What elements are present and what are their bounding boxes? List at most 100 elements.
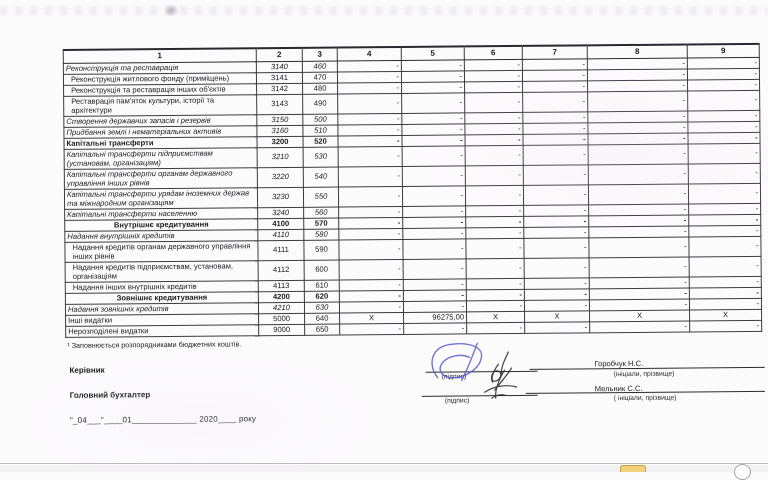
row-value-col7: - bbox=[523, 204, 589, 217]
row-value-col7: - bbox=[522, 91, 588, 113]
row-code: 3220 bbox=[257, 167, 304, 188]
row-value-col6: - bbox=[465, 216, 524, 228]
row-value-col5: - bbox=[401, 81, 465, 94]
row-kekv: 510 bbox=[302, 125, 338, 137]
row-value-col4: - bbox=[337, 124, 402, 137]
row-value-col7: - bbox=[522, 69, 588, 82]
row-value-col9: X bbox=[689, 309, 762, 321]
taskbar-window-button-icon[interactable] bbox=[620, 465, 646, 472]
row-code: 4200 bbox=[258, 291, 305, 303]
row-kekv: 630 bbox=[304, 302, 340, 314]
row-value-col6: - bbox=[464, 81, 523, 93]
row-value-col6: - bbox=[465, 165, 524, 186]
name-buhgalter: Мельник С.С. bbox=[594, 383, 643, 394]
signature-blue-ink-icon bbox=[431, 342, 483, 382]
table-body: Реконструкція та реставрація 3140 460- - - - -… bbox=[63, 57, 762, 338]
row-value-col9: - bbox=[688, 236, 762, 257]
row-code: 4111 bbox=[257, 240, 305, 261]
row-label: Капітальні трансферти органам державного… bbox=[64, 167, 258, 190]
window-bottom-edge bbox=[0, 463, 768, 472]
row-value-col9: - bbox=[689, 256, 762, 277]
row-value-col8: - bbox=[588, 236, 690, 258]
row-kekv: 600 bbox=[304, 260, 340, 281]
row-value-col9: - bbox=[688, 214, 761, 226]
row-value-col7: - bbox=[523, 237, 590, 259]
row-value-col6: - bbox=[464, 70, 523, 82]
row-label: Нерозподілені видатки bbox=[65, 324, 259, 338]
row-value-col9: - bbox=[688, 183, 761, 204]
row-value-col5: - bbox=[403, 322, 467, 335]
row-code: 3143 bbox=[256, 94, 303, 115]
row-value-col9: - bbox=[689, 287, 762, 299]
row-value-col5: - bbox=[401, 112, 465, 125]
row-label: Реставрація пам'яток культури, історії т… bbox=[63, 94, 257, 117]
row-value-col4: - bbox=[339, 279, 404, 292]
row-value-col5: - bbox=[403, 289, 467, 302]
row-kekv: 540 bbox=[303, 167, 339, 188]
row-value-col4: - bbox=[339, 323, 404, 336]
row-code: 3150 bbox=[256, 114, 303, 126]
column-header-7: 7 bbox=[522, 45, 588, 60]
row-value-col9: - bbox=[687, 68, 760, 80]
row-value-col7: - bbox=[523, 184, 589, 206]
name-kerivnyk: Горобчук Н.С. bbox=[594, 358, 644, 369]
row-value-col4: - bbox=[338, 217, 403, 230]
row-value-col9: - bbox=[688, 225, 761, 237]
footnote: ¹ Заповнюється розпорядниками бюджетних … bbox=[67, 339, 242, 350]
row-value-col7: - bbox=[522, 111, 588, 124]
column-header-8: 8 bbox=[587, 44, 688, 59]
row-kekv: 580 bbox=[303, 229, 339, 241]
tray-clock-ring-icon[interactable] bbox=[734, 464, 751, 480]
row-kekv: 520 bbox=[302, 136, 339, 148]
row-code: 3160 bbox=[256, 125, 303, 137]
row-code: 4113 bbox=[258, 280, 305, 292]
row-value-col9: - bbox=[688, 203, 761, 215]
role-label-buhgalter: Головний бухгалтер bbox=[69, 390, 151, 400]
row-code: 4210 bbox=[258, 302, 305, 314]
row-value-col9: - bbox=[689, 276, 762, 288]
row-value-col6: - bbox=[464, 92, 523, 113]
row-value-col7: - bbox=[524, 257, 590, 279]
row-value-col7: - bbox=[524, 288, 590, 301]
row-value-col4: - bbox=[337, 135, 403, 148]
row-value-col7: - bbox=[522, 122, 588, 135]
row-code: 9000 bbox=[258, 324, 305, 336]
row-value-col6: - bbox=[465, 185, 524, 206]
row-value-col7: - bbox=[522, 80, 588, 93]
row-value-col4: - bbox=[338, 239, 404, 261]
row-value-col7: - bbox=[523, 144, 589, 166]
row-value-col9: - bbox=[687, 132, 761, 144]
row-value-col6: - bbox=[466, 289, 525, 301]
row-value-col9: - bbox=[687, 90, 760, 111]
row-value-col5: - bbox=[402, 185, 466, 207]
signature-hint: (підпис) bbox=[444, 397, 470, 405]
row-value-col9: - bbox=[687, 79, 760, 91]
row-value-col4: X bbox=[339, 312, 404, 325]
row-value-col8: - bbox=[587, 90, 688, 112]
row-value-col4: - bbox=[337, 93, 402, 115]
row-value-col6: - bbox=[464, 59, 523, 71]
row-kekv: 550 bbox=[303, 187, 339, 208]
row-code: 4112 bbox=[258, 260, 305, 281]
row-value-col8: - bbox=[589, 256, 690, 278]
row-value-col6: - bbox=[466, 322, 525, 334]
row-value-col8: - bbox=[589, 320, 690, 333]
row-code: 5000 bbox=[258, 313, 305, 325]
row-value-col4: - bbox=[338, 186, 403, 208]
row-value-col6: - bbox=[466, 278, 525, 290]
row-value-col5: 96275,00 bbox=[403, 311, 467, 324]
initials-hint: ( ініціали, прізвище) bbox=[613, 394, 677, 403]
row-value-col8: - bbox=[588, 214, 689, 227]
row-kekv: 610 bbox=[304, 280, 340, 292]
row-value-col8: - bbox=[587, 57, 688, 70]
row-value-col5: - bbox=[402, 205, 466, 218]
name-line bbox=[525, 390, 765, 394]
row-value-col7: X bbox=[524, 310, 590, 323]
column-header-6: 6 bbox=[464, 45, 523, 60]
row-value-col4: - bbox=[339, 290, 404, 303]
column-header-4: 4 bbox=[337, 46, 402, 62]
row-value-col7: - bbox=[524, 321, 590, 334]
row-value-col6: - bbox=[464, 112, 523, 124]
row-value-col5: - bbox=[402, 145, 466, 167]
